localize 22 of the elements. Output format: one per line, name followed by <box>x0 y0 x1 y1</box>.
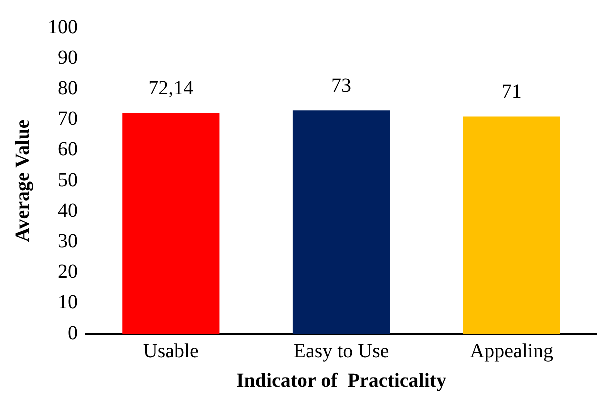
bar <box>463 116 560 334</box>
x-axis-title: Indicator of Practicality <box>236 370 447 392</box>
x-tick-label: Appealing <box>470 340 554 362</box>
y-tick-label: 0 <box>68 322 78 344</box>
y-axis-title: Average Value <box>12 120 34 242</box>
bar <box>292 110 390 334</box>
y-tick-label: 100 <box>48 16 78 38</box>
y-tick-label: 70 <box>58 108 78 130</box>
x-tick-label: Easy to Use <box>294 340 390 362</box>
bar <box>122 113 220 334</box>
x-tick-label: Usable <box>143 340 200 362</box>
data-label: 72,14 <box>148 78 194 100</box>
y-tick-label: 60 <box>58 138 78 161</box>
data-label: 73 <box>332 74 352 97</box>
y-tick-label: 30 <box>58 230 78 252</box>
y-tick-label: 90 <box>58 46 78 69</box>
y-tick-label: 50 <box>58 169 78 192</box>
y-tick-label: 20 <box>58 261 78 284</box>
data-label: 71 <box>502 80 522 103</box>
y-tick-label: 80 <box>58 77 78 100</box>
y-tick-label: 40 <box>58 200 78 222</box>
y-tick-label: 10 <box>58 292 78 314</box>
